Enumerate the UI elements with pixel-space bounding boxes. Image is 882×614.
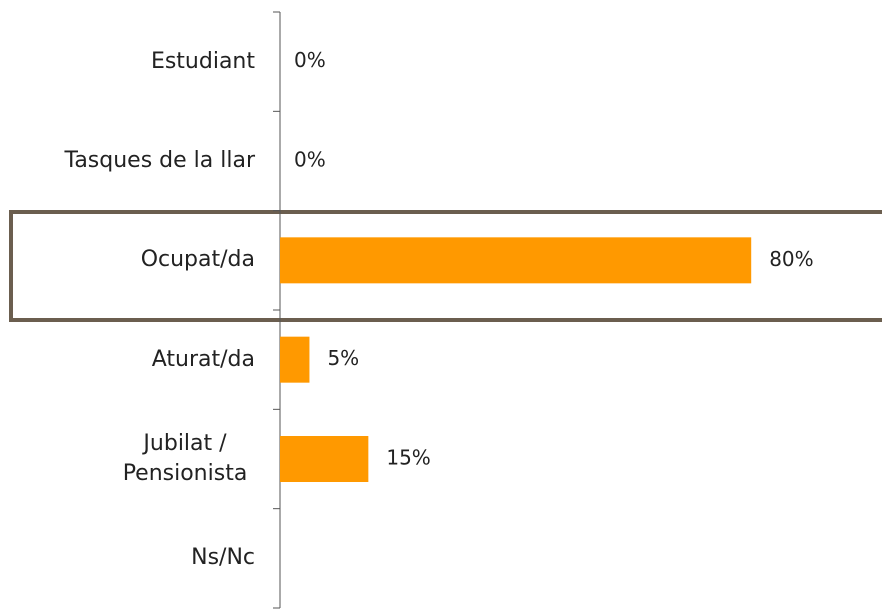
category-label: Ns/Nc: [191, 545, 255, 571]
data-label: 0%: [294, 148, 326, 172]
highlight-box: [9, 210, 882, 322]
category-label: Jubilat / Pensionista: [122, 431, 248, 486]
category-label-box: Tasques de la llar: [65, 111, 255, 211]
data-label: 80%: [769, 247, 813, 271]
category-label-box: Ocupat/da: [141, 210, 255, 310]
category-label: Tasques de la llar: [64, 148, 255, 173]
category-label: Aturat/da: [151, 346, 255, 372]
category-label: Ocupat/da: [140, 247, 255, 273]
data-label: 0%: [294, 48, 326, 72]
bar: [280, 336, 310, 383]
category-label-box: Estudiant: [151, 12, 255, 112]
category-label-box: Ns/Nc: [191, 508, 255, 608]
data-label: 15%: [386, 446, 430, 470]
category-label-box: Aturat/da: [152, 310, 255, 410]
bar: [280, 237, 752, 284]
data-label: 5%: [327, 346, 359, 370]
category-label-box: Jubilat / Pensionista: [115, 409, 255, 509]
category-label: Estudiant: [150, 48, 255, 74]
bar: [280, 436, 369, 482]
